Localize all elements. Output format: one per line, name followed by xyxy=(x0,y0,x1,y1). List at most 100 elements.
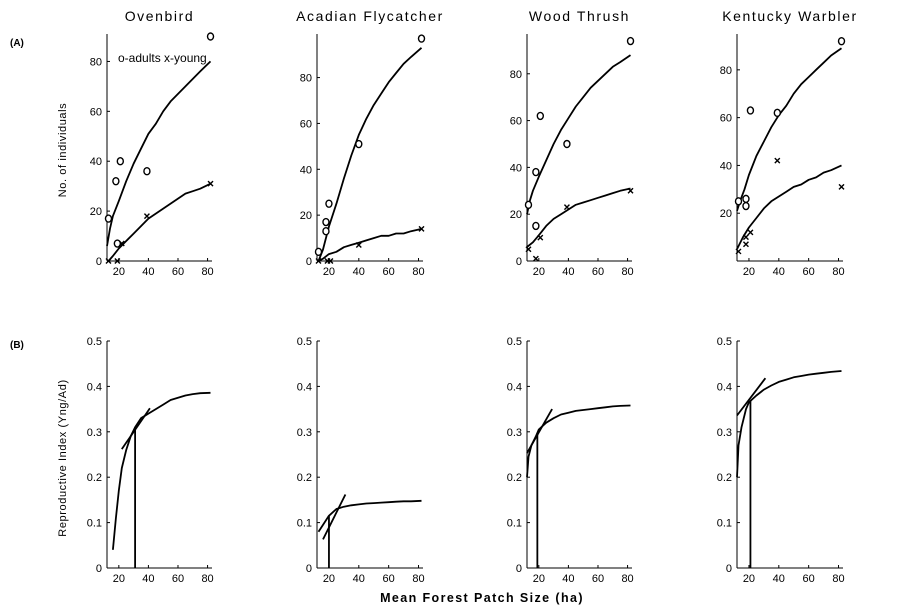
panel-b4-ytick-label: 0.4 xyxy=(717,381,732,393)
panel-b1-xtick-label: 20 xyxy=(113,573,125,585)
panel-b2-ytick-label: 0.3 xyxy=(297,427,312,439)
panel-a3-point-young xyxy=(525,246,532,253)
panel-a1-point-adults xyxy=(112,176,120,186)
panel-b2: 0 0.1 0.2 0.3 0.4 0.5 20 40 60 80 xyxy=(297,336,425,585)
panel-b3-xtick-label: 80 xyxy=(621,573,633,585)
panel-a3-point-adults xyxy=(524,200,533,210)
panel-b2-ytick-label: 0.2 xyxy=(297,472,312,484)
panel-a3-title: Wood Thrush xyxy=(529,8,630,24)
panel-a1-point-adults xyxy=(206,32,215,41)
panel-b2-xtick-label: 60 xyxy=(383,573,395,585)
panel-a1-point-adults xyxy=(104,214,113,223)
panel-b3-xtick-label: 60 xyxy=(592,573,604,585)
panel-b4-ytick-label: 0 xyxy=(726,563,732,575)
panel-a1-point-young xyxy=(143,213,150,220)
panel-b1-xtick-label: 80 xyxy=(201,573,213,585)
panel-a3-point-adults xyxy=(532,167,540,177)
panel-a2-xtick-label: 40 xyxy=(353,266,365,278)
panel-b4-xtick-label: 80 xyxy=(832,573,844,585)
panel-b1-ytick-label: 0.4 xyxy=(87,381,102,393)
panel-a3-curve-adults xyxy=(526,54,632,215)
panel-b3-ytick-label: 0.2 xyxy=(507,472,522,484)
panel-b4-ytick-label: 0.1 xyxy=(717,518,732,530)
panel-a2-point-adults xyxy=(322,226,330,236)
panel-a2-point-young xyxy=(327,258,334,264)
panel-b3-ytick-label: 0.4 xyxy=(507,381,522,393)
panel-a4-point-adults xyxy=(742,194,750,204)
panel-a3-xtick-label: 80 xyxy=(621,266,633,278)
panel-a4-point-young xyxy=(735,248,742,255)
panel-b1-ytick-label: 0.5 xyxy=(87,336,102,348)
panel-a4-point-young xyxy=(742,234,749,241)
ylabel-bottom: Reproductive Index (Yng/Ad) xyxy=(57,379,69,536)
panel-a3-point-adults xyxy=(536,111,545,121)
panel-a3-xtick-label: 20 xyxy=(533,266,545,278)
panel-a4-point-young xyxy=(742,241,749,248)
panel-b4-ytick-label: 0.2 xyxy=(717,472,732,484)
panel-a3-xtick-label: 60 xyxy=(592,266,604,278)
row-label-b: (B) xyxy=(10,340,24,351)
panel-a3-ytick-label: 60 xyxy=(510,116,522,128)
panel-a4-point-young xyxy=(774,157,781,164)
panel-a4-ytick-label: 40 xyxy=(720,160,732,172)
panel-a3-ytick-label: 20 xyxy=(510,209,522,221)
panel-b4-curve xyxy=(736,370,842,478)
panel-a4-ytick-label: 80 xyxy=(720,65,732,77)
panel-b3: 0 0.1 0.2 0.3 0.4 0.5 20 40 60 80 xyxy=(507,336,634,585)
panel-a1-ytick-label: 40 xyxy=(90,156,102,168)
panel-a3-point-adults xyxy=(626,36,635,46)
panel-a1-xtick-label: 80 xyxy=(201,266,213,278)
panel-b1-ytick-label: 0 xyxy=(96,563,102,575)
panel-a2-ytick-label: 0 xyxy=(306,256,312,268)
panel-a4: 20 40 60 80 20 40 60 80 Kentucky Warbler xyxy=(720,8,858,278)
panel-b3-ytick-label: 0 xyxy=(516,563,522,575)
panel-b1-ytick-label: 0.1 xyxy=(87,518,102,530)
panel-a4-ytick-label: 20 xyxy=(720,208,732,220)
panel-a1-point-adults xyxy=(113,239,122,248)
panel-b2-ytick-label: 0.4 xyxy=(297,381,312,393)
panel-b1-xtick-label: 60 xyxy=(172,573,184,585)
panel-a2-xtick-label: 60 xyxy=(383,266,395,278)
panel-b3-ytick-label: 0.3 xyxy=(507,427,522,439)
panel-a1-xtick-label: 60 xyxy=(172,266,184,278)
panel-b4-ytick-label: 0.5 xyxy=(717,336,732,348)
panel-b4-xtick-label: 40 xyxy=(773,573,785,585)
panel-b2-tangent-line xyxy=(322,494,347,540)
panel-a3-point-young xyxy=(563,204,570,211)
panel-a3-point-young xyxy=(532,255,539,262)
panel-a2-point-adults xyxy=(325,199,333,208)
panel-b2-ytick-label: 0 xyxy=(306,563,312,575)
panel-b2-xtick-label: 40 xyxy=(353,573,365,585)
panel-a2-curve-adults xyxy=(317,47,423,262)
panel-a3-point-adults xyxy=(532,221,540,231)
panel-a4-curve-adults xyxy=(736,47,843,212)
panel-a2-point-adults xyxy=(417,34,426,43)
panel-a1-curve-adults xyxy=(106,60,212,247)
panel-a2-ytick-label: 40 xyxy=(300,164,312,176)
panel-b3-ytick-label: 0.1 xyxy=(507,518,522,530)
panel-a1-point-adults xyxy=(143,166,151,176)
panel-a1-ytick-label: 20 xyxy=(90,206,102,218)
panel-a1-point-young xyxy=(114,258,121,264)
panel-a1-ytick-label: 80 xyxy=(90,56,102,68)
panel-a3-point-young xyxy=(627,187,634,194)
panel-a4-ytick-label: 60 xyxy=(720,113,732,125)
panel-a4-xtick-label: 20 xyxy=(743,266,755,278)
x-axis-label: Mean Forest Patch Size (ha) xyxy=(380,591,584,605)
panel-a3-point-adults xyxy=(563,139,571,149)
panel-a3-ytick-label: 0 xyxy=(516,256,522,268)
panel-a2-xtick-label: 20 xyxy=(323,266,335,278)
charts-layer: 0 20 40 60 80 20 40 60 80 Ovenbird 0 20 40 60 80 20 40 60… xyxy=(87,8,858,585)
panel-a1-curve-young xyxy=(107,182,211,262)
panel-a1-point-young xyxy=(118,240,125,247)
panel-a1-xtick-label: 40 xyxy=(142,266,154,278)
panel-a3-curve-young xyxy=(526,187,631,248)
panel-a2-point-adults xyxy=(355,139,363,149)
panel-a2-point-young xyxy=(418,225,425,232)
row-label-a: (A) xyxy=(10,38,24,49)
panel-a2-ytick-label: 20 xyxy=(300,210,312,222)
panel-a4-title: Kentucky Warbler xyxy=(722,8,858,24)
panel-b3-ytick-label: 0.5 xyxy=(507,336,522,348)
panel-a1-point-adults xyxy=(116,157,125,166)
